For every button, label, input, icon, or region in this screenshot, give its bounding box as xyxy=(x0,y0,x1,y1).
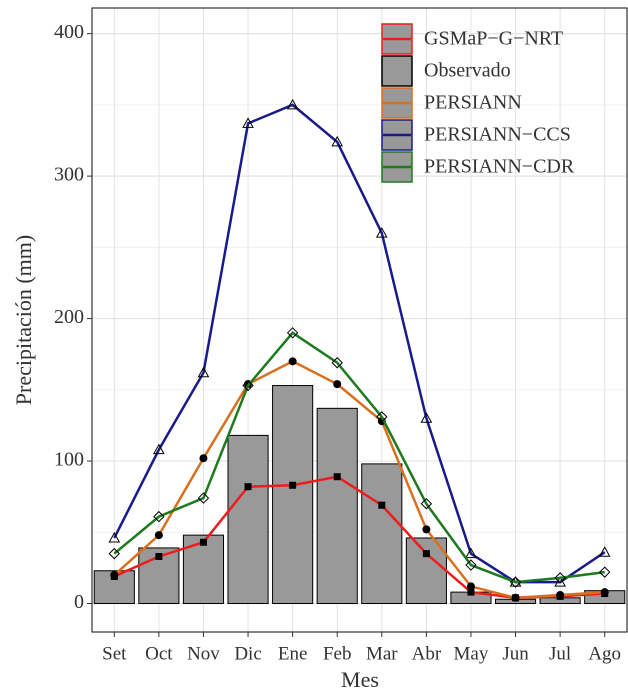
x-axis-label: Mes xyxy=(341,667,379,692)
y-tick-label: 300 xyxy=(54,164,84,186)
marker xyxy=(197,492,210,504)
x-tick-label: May xyxy=(454,643,489,664)
marker xyxy=(422,525,431,534)
marker xyxy=(376,411,388,423)
marker xyxy=(108,547,120,560)
marker xyxy=(556,590,565,599)
x-tick-label: Set xyxy=(102,643,127,664)
plot-area xyxy=(92,8,627,632)
line xyxy=(113,331,605,584)
marker xyxy=(154,531,163,540)
marker xyxy=(155,552,163,560)
marker xyxy=(333,380,342,389)
y-axis-label: Precipitación (mm) xyxy=(11,235,36,405)
marker xyxy=(153,510,165,523)
marker xyxy=(244,483,252,491)
legend-label: Observado xyxy=(424,60,511,82)
marker xyxy=(378,501,386,509)
marker xyxy=(420,498,433,510)
marker xyxy=(467,588,475,596)
y-tick-label: 200 xyxy=(54,306,84,328)
marker xyxy=(599,566,611,578)
y-tick-label: 0 xyxy=(74,591,84,613)
marker xyxy=(153,443,165,455)
marker xyxy=(465,547,477,559)
marker xyxy=(509,576,522,588)
marker xyxy=(375,227,388,238)
marker xyxy=(288,357,297,366)
marker xyxy=(422,550,430,558)
marker xyxy=(286,98,299,110)
marker xyxy=(199,454,208,463)
bar xyxy=(405,537,447,605)
x-tick-label: Jun xyxy=(502,643,529,664)
x-tick-label: Abr xyxy=(412,643,442,664)
legend-label: PERSIANN xyxy=(424,92,522,114)
marker xyxy=(331,135,344,147)
marker xyxy=(554,576,566,587)
marker xyxy=(598,546,611,557)
marker xyxy=(110,571,119,580)
marker xyxy=(286,327,299,339)
x-tick-label: Mar xyxy=(366,643,398,664)
plot-border xyxy=(91,7,628,633)
line xyxy=(113,359,605,600)
legend-label: GSMaP−G−NRT xyxy=(424,28,563,50)
bar xyxy=(227,434,269,605)
marker xyxy=(331,357,343,369)
y-tick-label: 400 xyxy=(54,21,84,43)
marker xyxy=(199,538,207,546)
x-tick-label: Nov xyxy=(187,643,220,664)
marker xyxy=(108,531,121,543)
y-tick-label: 100 xyxy=(54,449,84,471)
marker xyxy=(466,582,475,591)
legend-label: PERSIANN−CCS xyxy=(424,124,571,146)
legend-key xyxy=(381,55,413,87)
marker xyxy=(242,379,254,392)
x-tick-label: Ene xyxy=(278,643,308,664)
x-tick-label: Oct xyxy=(145,643,173,664)
marker xyxy=(242,117,254,128)
marker xyxy=(600,588,609,597)
marker xyxy=(333,473,341,481)
bar xyxy=(272,385,314,605)
x-tick-label: Jul xyxy=(549,643,571,664)
marker xyxy=(197,366,210,378)
marker xyxy=(554,572,566,584)
marker xyxy=(420,412,433,423)
x-tick-label: Dic xyxy=(234,643,261,664)
bar xyxy=(361,463,403,605)
legend-label: PERSIANN−CDR xyxy=(424,156,575,178)
x-tick-label: Feb xyxy=(323,643,352,664)
x-tick-label: Ago xyxy=(588,643,621,664)
bar xyxy=(316,407,358,605)
marker xyxy=(511,593,520,602)
marker xyxy=(289,481,297,489)
marker xyxy=(465,559,477,571)
